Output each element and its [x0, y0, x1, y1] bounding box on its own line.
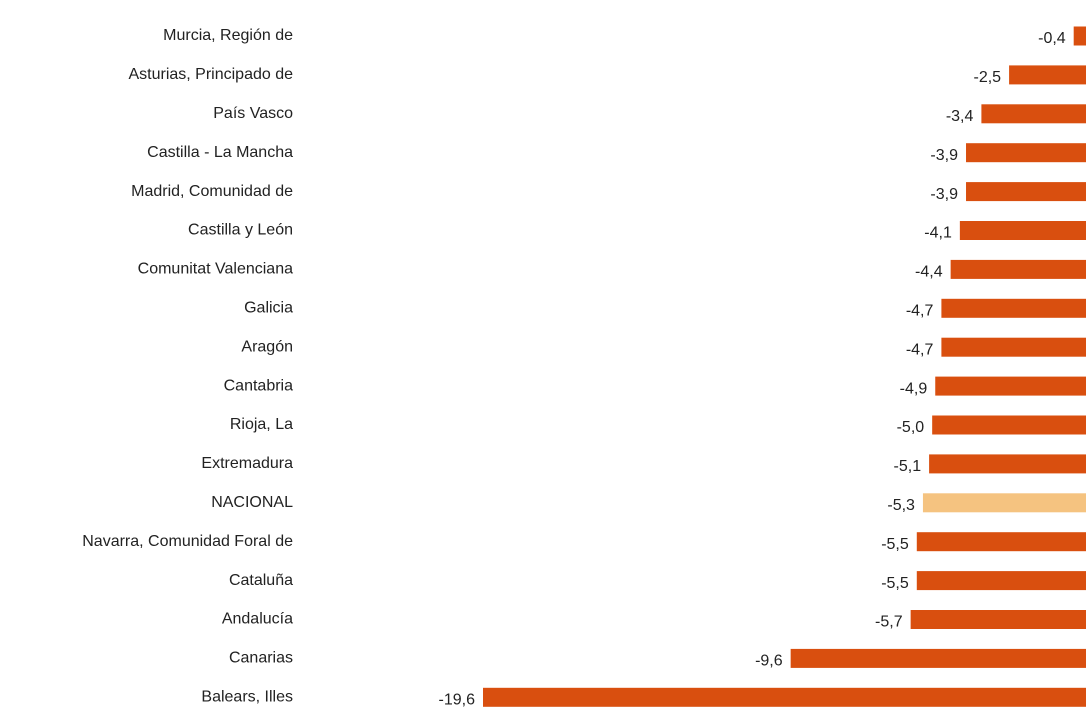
- category-label: Galicia: [244, 300, 293, 317]
- bar: [966, 182, 1086, 202]
- category-label: Andalucía: [222, 611, 293, 628]
- category-label: Murcia, Región de: [163, 27, 293, 44]
- bar: [959, 221, 1086, 240]
- category-label: Cataluña: [229, 572, 293, 589]
- category-label: Castilla - La Mancha: [147, 144, 293, 161]
- value-label: -3,4: [946, 108, 974, 125]
- category-label: Castilla y León: [188, 222, 293, 239]
- bar: [916, 571, 1086, 591]
- value-label: -5,5: [881, 575, 909, 592]
- bar: [483, 687, 1086, 707]
- category-label: Canarias: [229, 650, 293, 667]
- value-label: -4,1: [924, 225, 952, 242]
- bar: [932, 415, 1086, 435]
- value-label: -9,6: [755, 653, 783, 670]
- bar: [922, 493, 1086, 513]
- value-label: -4,9: [900, 380, 928, 397]
- bar: [981, 104, 1086, 124]
- value-label: -5,3: [887, 497, 915, 514]
- category-label: País Vasco: [213, 105, 293, 122]
- category-label: Madrid, Comunidad de: [131, 183, 293, 200]
- bar: [1009, 65, 1086, 85]
- category-label: Balears, Illes: [201, 689, 293, 706]
- category-label: NACIONAL: [211, 494, 293, 511]
- value-label: -2,5: [974, 69, 1002, 86]
- bar: [910, 610, 1086, 629]
- bar: [916, 532, 1086, 552]
- category-label: Rioja, La: [230, 416, 293, 433]
- bar: [790, 648, 1086, 668]
- value-label: -3,9: [930, 147, 958, 164]
- value-label: -5,5: [881, 536, 909, 553]
- value-label: -4,4: [915, 264, 943, 281]
- category-label: Comunitat Valenciana: [138, 261, 293, 278]
- value-label: -5,7: [875, 614, 903, 631]
- category-label: Aragón: [241, 338, 293, 355]
- category-label: Asturias, Principado de: [128, 66, 293, 83]
- category-label: Cantabria: [224, 377, 293, 394]
- category-label: Navarra, Comunidad Foral de: [82, 533, 293, 550]
- bar: [950, 259, 1086, 279]
- value-label: -3,9: [930, 186, 958, 203]
- bar: [935, 376, 1086, 396]
- value-label: -4,7: [906, 303, 934, 320]
- category-label: Extremadura: [201, 455, 293, 472]
- bar: [929, 454, 1086, 474]
- bar: [941, 337, 1086, 357]
- bar: [1073, 26, 1086, 46]
- value-label: -5,1: [894, 458, 922, 475]
- value-label: -5,0: [897, 419, 925, 436]
- value-label: -0,4: [1038, 30, 1066, 47]
- bar: [941, 298, 1086, 318]
- value-label: -19,6: [439, 692, 476, 709]
- bar: [966, 143, 1086, 163]
- value-label: -4,7: [906, 341, 934, 358]
